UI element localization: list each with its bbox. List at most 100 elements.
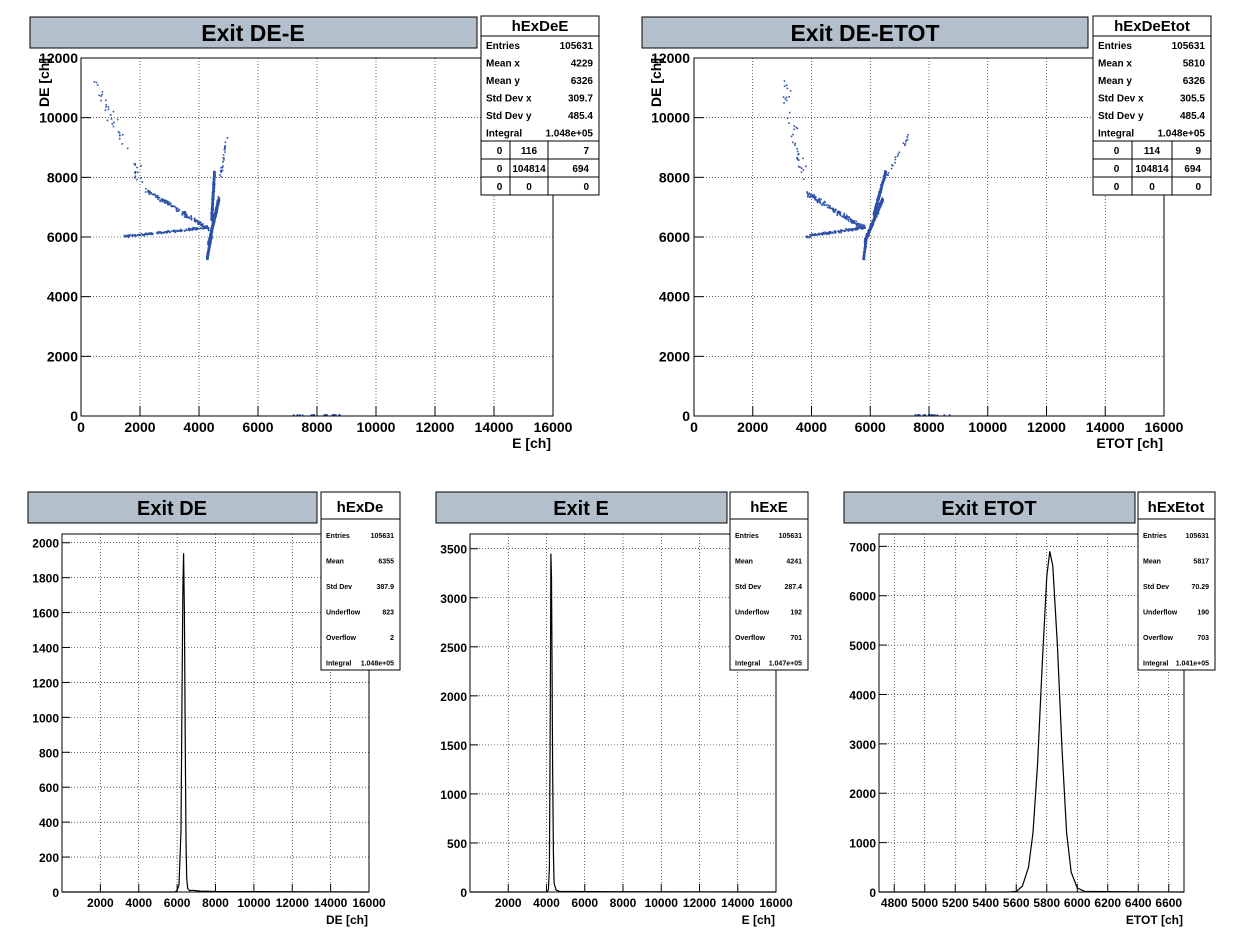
data-point	[216, 208, 218, 210]
stats-grid-cell: 0	[497, 146, 503, 157]
stats-key: Std Dev	[1143, 584, 1169, 591]
data-point	[135, 235, 137, 237]
data-point	[806, 192, 809, 194]
data-point	[176, 229, 178, 232]
stats-key: Integral	[326, 661, 351, 668]
x-axis-title: DE [ch]	[326, 913, 368, 927]
data-point	[210, 237, 212, 239]
stats-key: Entries	[1143, 533, 1167, 540]
data-point	[185, 228, 188, 231]
x-tick-label: 6600	[1155, 896, 1182, 910]
stats-key: Mean	[1143, 559, 1161, 566]
data-point	[193, 219, 196, 222]
data-point	[879, 190, 881, 192]
data-point	[796, 156, 799, 159]
data-point	[797, 165, 800, 168]
data-point	[802, 178, 805, 180]
data-point	[178, 208, 181, 211]
data-point	[223, 159, 225, 161]
data-point	[199, 227, 202, 229]
data-point	[220, 170, 223, 172]
stats-key: Std Dev x	[486, 94, 532, 105]
data-point	[802, 169, 805, 171]
data-point	[213, 178, 216, 181]
data-point	[807, 194, 809, 197]
data-point	[118, 137, 121, 140]
data-point	[131, 234, 133, 237]
data-point	[874, 209, 877, 212]
data-point	[883, 180, 885, 182]
data-point	[142, 234, 144, 236]
data-point	[879, 191, 881, 193]
data-point	[150, 192, 152, 195]
stats-name: hExDe	[337, 499, 384, 516]
data-point	[118, 132, 121, 134]
stats-box: hExEtot Entries 105631 Mean 5817 Std Dev 70.2…	[1137, 491, 1216, 671]
data-point	[828, 205, 831, 207]
data-point	[833, 211, 836, 213]
data-point	[856, 222, 858, 225]
data-point	[105, 106, 107, 108]
data-point	[134, 163, 137, 165]
data-point	[137, 171, 139, 174]
title-box	[27, 491, 318, 524]
data-point	[143, 233, 146, 235]
data-point	[824, 231, 826, 233]
data-point	[226, 137, 229, 139]
data-point	[161, 232, 164, 234]
data-point	[847, 216, 849, 218]
data-point	[298, 414, 300, 416]
data-point	[833, 209, 835, 211]
stats-value: 387.9	[376, 584, 394, 591]
pad-exit-de-e: Exit DE-E 0 2000 4000 6000 8000 10000 12000 140…	[29, 15, 600, 451]
stats-value: 105631	[560, 41, 594, 52]
data-point	[873, 214, 875, 217]
stats-rows: Entries 105631 Mean x 4229 Mean y 6326 Std Dev…	[486, 41, 593, 140]
x-tick-label: 8000	[202, 896, 229, 910]
data-point	[875, 216, 877, 218]
data-point	[905, 140, 907, 143]
data-point	[846, 218, 848, 221]
data-point	[839, 214, 842, 216]
data-point	[809, 235, 811, 238]
data-point	[207, 243, 210, 245]
y-tick-label: 5000	[849, 639, 876, 653]
data-point	[831, 231, 833, 234]
x-tick-label: 12000	[276, 896, 310, 910]
title-box	[843, 491, 1136, 524]
data-point	[207, 228, 209, 231]
data-point	[214, 218, 216, 220]
data-point	[212, 200, 214, 203]
data-point	[213, 170, 215, 173]
data-point	[870, 226, 873, 228]
data-point	[207, 253, 209, 255]
stats-rows: Entries 105631 Mean 4241 Std Dev 287.4 Underfl…	[735, 533, 802, 668]
data-point	[894, 156, 897, 158]
data-point	[864, 245, 867, 248]
stats-grid-cell: 694	[572, 164, 589, 175]
data-point	[154, 194, 157, 197]
data-point	[198, 222, 200, 225]
data-point	[334, 414, 337, 416]
data-point	[904, 143, 907, 145]
x-tick-label: 6000	[242, 419, 273, 435]
data-point	[809, 195, 811, 198]
data-point	[221, 166, 224, 169]
y-tick-label: 0	[460, 886, 467, 900]
data-point	[213, 172, 216, 174]
x-tick-label: 4000	[125, 896, 152, 910]
data-point	[209, 241, 212, 243]
data-point	[864, 247, 866, 249]
stats-key: Overflow	[735, 635, 766, 642]
stats-value: 105631	[371, 533, 394, 540]
data-point	[875, 205, 877, 207]
stats-value: 701	[790, 635, 802, 642]
data-point	[156, 231, 159, 233]
x-tick-label: 14000	[314, 896, 348, 910]
data-point	[213, 215, 216, 218]
stats-key: Std Dev	[735, 584, 761, 591]
data-point	[834, 231, 837, 234]
data-point	[145, 187, 147, 190]
stats-box: hExDeE Entries 105631 Mean x 4229 Mean y 6326…	[480, 15, 600, 196]
